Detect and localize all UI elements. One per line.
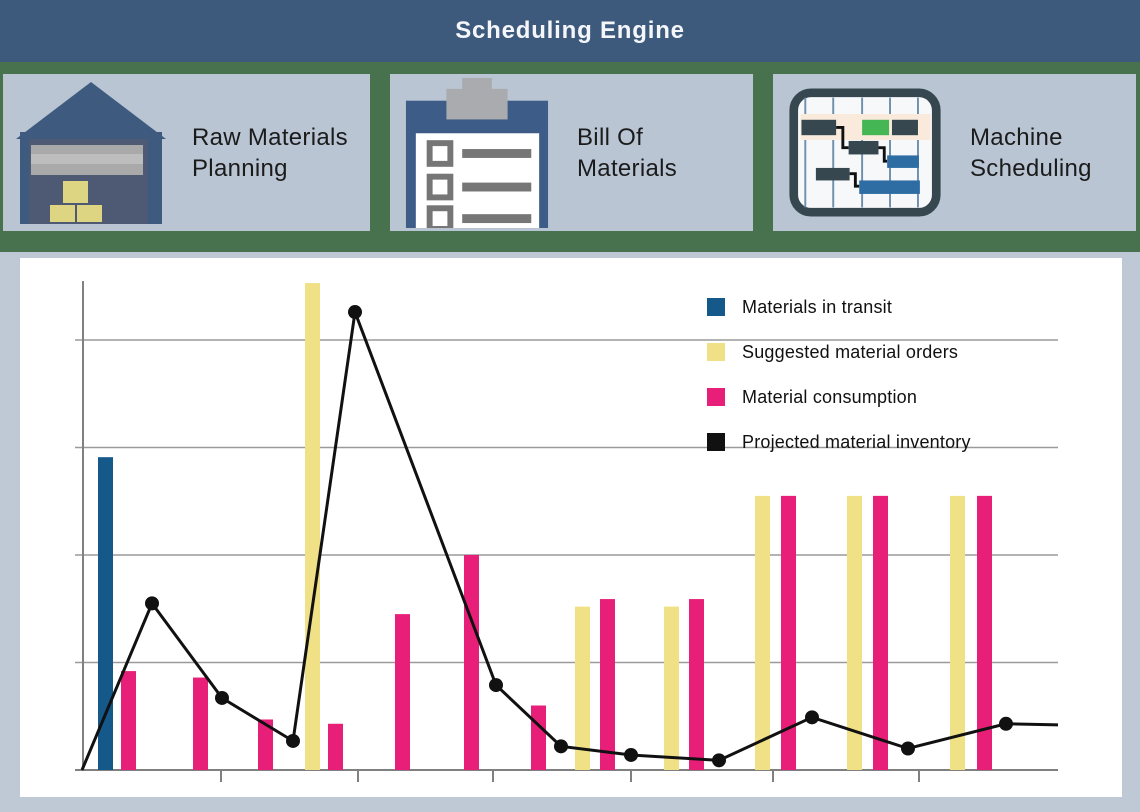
point-projected-material-inventory — [712, 753, 726, 768]
point-projected-material-inventory — [489, 678, 503, 693]
point-projected-material-inventory — [215, 690, 229, 705]
legend-label: Material consumption — [742, 386, 918, 407]
legend-swatch-material-consumption — [707, 388, 725, 406]
bar-suggested-material-orders — [575, 606, 590, 770]
point-projected-material-inventory — [901, 741, 915, 756]
bar-material-consumption — [193, 677, 208, 770]
card-label-machine-scheduling: Machine Scheduling — [970, 123, 1092, 182]
card-label-raw-materials-planning: Raw Materials Planning — [192, 123, 348, 182]
point-projected-material-inventory — [999, 716, 1013, 731]
bar-material-consumption — [873, 495, 888, 770]
bar-material-consumption — [977, 495, 992, 770]
legend-label: Materials in transit — [742, 296, 893, 317]
bar-material-consumption — [531, 705, 546, 770]
chart-panel: Materials in transit Suggested material o… — [20, 258, 1122, 797]
bar-materials-in-transit — [98, 457, 113, 770]
page-title: Scheduling Engine — [455, 17, 685, 44]
bar-material-consumption — [689, 599, 704, 770]
bar-material-consumption — [258, 719, 273, 770]
header-bar: Scheduling Engine — [0, 0, 1140, 62]
gantt-chart-icon — [789, 87, 941, 217]
legend-item-materials-in-transit: Materials in transit — [707, 296, 971, 317]
bar-material-consumption — [121, 671, 136, 770]
bar-material-consumption — [328, 723, 343, 770]
inventory-chart — [75, 281, 1059, 782]
legend-swatch-projected-material-inventory — [707, 433, 725, 451]
card-raw-materials-planning[interactable]: Raw Materials Planning — [3, 74, 370, 231]
chart-legend: Materials in transit Suggested material o… — [707, 296, 971, 478]
warehouse-icon — [16, 81, 166, 224]
legend-label: Suggested material orders — [742, 341, 959, 362]
modules-band: Raw Materials Planning Bill Of — [0, 62, 1140, 252]
bar-material-consumption — [395, 614, 410, 770]
point-projected-material-inventory — [624, 747, 638, 762]
legend-item-projected-material-inventory: Projected material inventory — [707, 431, 971, 452]
bar-suggested-material-orders — [755, 495, 770, 770]
point-projected-material-inventory — [286, 733, 300, 748]
bar-material-consumption — [781, 495, 796, 770]
bar-suggested-material-orders — [664, 606, 679, 770]
point-projected-material-inventory — [554, 739, 568, 754]
bar-suggested-material-orders — [847, 495, 862, 770]
legend-item-suggested-material-orders: Suggested material orders — [707, 341, 971, 362]
card-machine-scheduling[interactable]: Machine Scheduling — [773, 74, 1136, 231]
legend-label: Projected material inventory — [742, 431, 971, 452]
legend-swatch-materials-in-transit — [707, 298, 725, 316]
bar-suggested-material-orders — [950, 495, 965, 770]
card-label-bill-of-materials: Bill Of Materials — [577, 123, 678, 182]
card-bill-of-materials[interactable]: Bill Of Materials — [390, 74, 753, 231]
clipboard-icon — [405, 77, 549, 228]
bar-material-consumption — [600, 599, 615, 770]
legend-item-material-consumption: Material consumption — [707, 386, 971, 407]
legend-swatch-suggested-material-orders — [707, 343, 725, 361]
point-projected-material-inventory — [805, 710, 819, 725]
point-projected-material-inventory — [145, 596, 159, 611]
bar-material-consumption — [464, 555, 479, 770]
point-projected-material-inventory — [348, 305, 362, 320]
bar-suggested-material-orders — [305, 283, 320, 770]
